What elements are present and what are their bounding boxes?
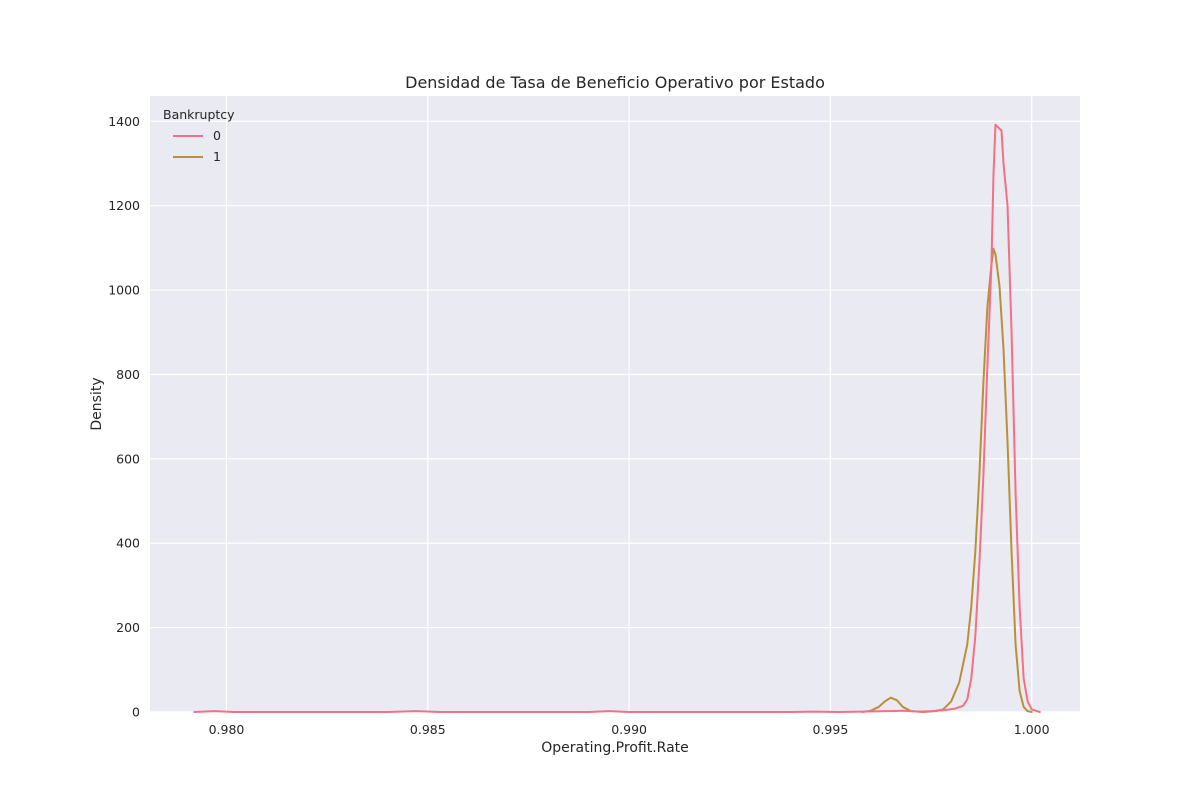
legend: Bankruptcy 0 1 xyxy=(163,107,235,164)
series-lines xyxy=(193,123,1041,713)
legend-label-0: 0 xyxy=(213,128,221,143)
y-tick-label: 200 xyxy=(116,620,140,635)
x-axis-ticks: 0.980 0.985 0.990 0.995 1.000 xyxy=(209,722,1050,737)
y-tick-label: 1400 xyxy=(108,114,140,129)
x-tick-label: 0.985 xyxy=(410,722,446,737)
y-tick-label: 1200 xyxy=(108,198,140,213)
y-tick-label: 400 xyxy=(116,536,140,551)
x-axis-label: Operating.Profit.Rate xyxy=(541,740,689,756)
x-tick-label: 0.990 xyxy=(611,722,647,737)
plot-background xyxy=(150,96,1080,712)
y-tick-label: 0 xyxy=(132,705,140,720)
chart-title: Densidad de Tasa de Beneficio Operativo … xyxy=(405,73,825,92)
x-tick-label: 0.995 xyxy=(812,722,848,737)
legend-title: Bankruptcy xyxy=(163,107,235,122)
x-tick-label: 1.000 xyxy=(1014,722,1050,737)
series-line-1 xyxy=(861,247,1033,713)
y-axis-ticks: 0 200 400 600 800 1000 1200 1400 xyxy=(108,114,140,720)
y-tick-label: 1000 xyxy=(108,283,140,298)
grid-lines xyxy=(150,96,1080,713)
series-line-0 xyxy=(193,123,1041,713)
x-tick-label: 0.980 xyxy=(209,722,245,737)
y-tick-label: 800 xyxy=(116,367,140,382)
plot-area xyxy=(150,96,1080,713)
legend-label-1: 1 xyxy=(213,149,221,164)
y-tick-label: 600 xyxy=(116,451,140,466)
y-axis-label: Density xyxy=(89,377,105,430)
